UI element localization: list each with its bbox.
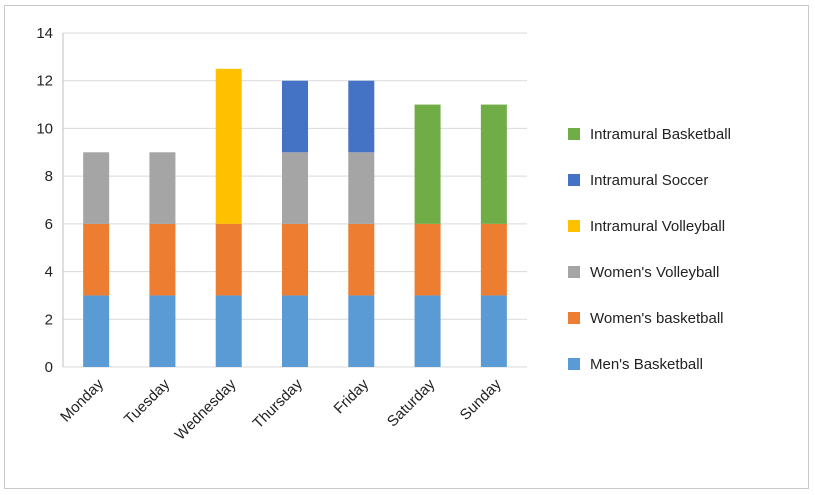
x-tick-label: Thursday [250,375,307,432]
legend-swatch [568,312,580,324]
legend-label: Women's Volleyball [590,264,719,281]
x-tick-label: Friday [331,375,373,417]
bar-segment [83,223,110,296]
legend-swatch [568,220,580,232]
bar-segment [414,223,441,296]
legend-swatch [568,128,580,140]
bar-segment [480,223,507,296]
chart-frame [4,5,809,489]
x-tick-label: Tuesday [121,375,174,428]
y-axis: 0 2 4 6 8 10 12 14 [36,25,64,376]
legend-swatch [568,266,580,278]
legend-label: Women's basketball [590,310,723,327]
y-tick-label: 8 [45,168,53,185]
bar-segment [215,223,242,296]
y-tick-label: 2 [45,311,53,328]
y-tick-label: 12 [36,73,53,90]
bar-segment [414,104,441,224]
bar-segment [282,80,308,153]
x-tick-label: Saturday [384,375,439,430]
legend-swatch [568,358,580,370]
bar-segment [282,223,308,296]
bar-segment [480,104,507,224]
bar-segment [348,152,375,224]
bar-segment [149,223,176,296]
x-tick-label: Wednesday [172,375,240,443]
legend-swatch [568,174,580,186]
bar-segment [414,295,441,367]
bar-segment [149,152,176,224]
bar-segment [83,295,110,367]
y-tick-label: 6 [45,216,53,233]
legend-label: Intramural Volleyball [590,218,725,235]
x-tick-label: Monday [57,375,107,425]
y-tick-label: 4 [45,264,53,281]
y-tick-label: 10 [36,120,53,137]
bar-segment [348,80,375,153]
bar-segment [480,295,507,367]
bar-segment [348,223,375,296]
legend-label: Intramural Soccer [590,172,708,189]
bar-segment [282,295,308,367]
y-tick-label: 0 [45,359,53,376]
legend-label: Intramural Basketball [590,126,731,143]
bar-segment [215,68,242,224]
bars [83,68,507,367]
bar-segment [348,295,375,367]
bar-segment [215,295,242,367]
legend-label: Men's Basketball [590,356,703,373]
x-tick-label: Sunday [457,375,505,423]
bar-segment [83,152,110,224]
legend: Intramural Basketball Intramural Soccer In… [568,126,731,373]
bar-segment [282,152,308,224]
y-tick-label: 14 [36,25,53,42]
bar-segment [149,295,176,367]
